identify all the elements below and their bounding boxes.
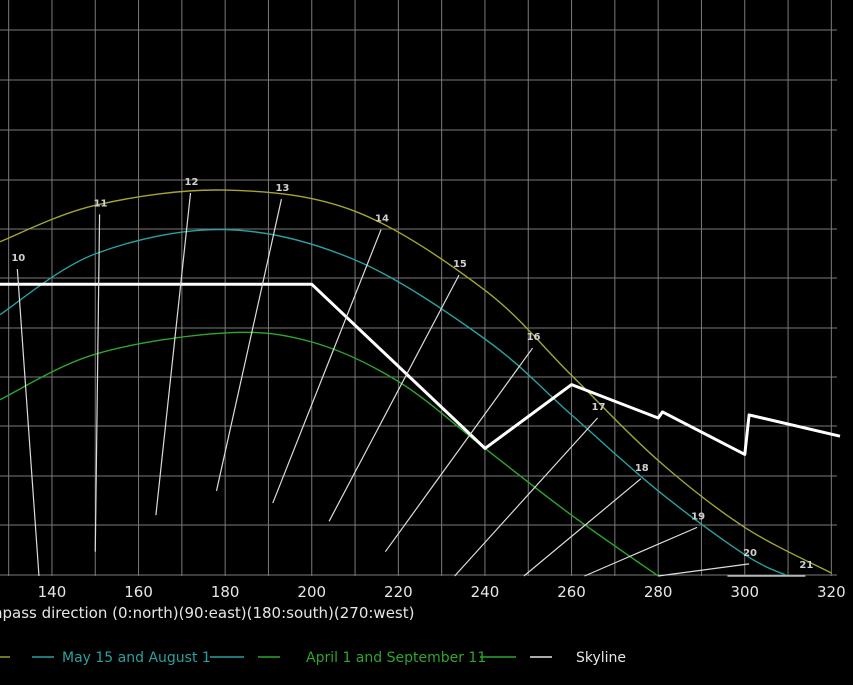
hour-line-14: [272, 229, 382, 504]
hour-label-11: 11: [94, 198, 108, 209]
hour-line-17: [454, 417, 598, 577]
series-layer: [0, 189, 841, 577]
hour-line-18: [523, 478, 642, 577]
hour-label-17: 17: [592, 402, 606, 413]
x-tick-label: 320: [817, 583, 846, 601]
hour-label-13: 13: [275, 183, 289, 194]
hour-line-15: [328, 274, 460, 522]
hour-label-21: 21: [799, 560, 813, 571]
grid: [0, 0, 837, 576]
hour-line-13: [215, 199, 283, 492]
hour-line-11: [94, 214, 101, 552]
hour-label-12: 12: [185, 177, 199, 188]
x-tick-label: 280: [644, 583, 673, 601]
x-tick-label: 180: [211, 583, 240, 601]
x-tick-label: 140: [38, 583, 67, 601]
x-tick-label: 300: [730, 583, 759, 601]
hour-label-20: 20: [743, 548, 757, 559]
x-tick-label: 160: [124, 583, 153, 601]
hour-line-19: [584, 526, 698, 577]
x-tick-label: 260: [557, 583, 586, 601]
hour-lines-layer: 10 11 12 13 14 15 16 17 18 19 20 21: [11, 177, 813, 577]
legend-label: April 1 and September 11: [306, 650, 486, 666]
x-axis: 140 160 180 200 220 240 260 280 300 320: [38, 583, 846, 601]
x-axis-title: npass direction (0:north)(90:east)(180:s…: [0, 604, 414, 622]
legend-label: Skyline: [576, 650, 626, 666]
hour-line-10: [16, 269, 40, 577]
series-line-3: [0, 282, 841, 456]
hour-label-19: 19: [691, 511, 705, 522]
hour-line-20: [658, 563, 750, 577]
x-tick-label: 220: [384, 583, 413, 601]
series-line-2: [0, 331, 659, 577]
hour-label-16: 16: [527, 332, 541, 343]
legend: May 15 and August 1 April 1 and September…: [0, 650, 626, 666]
legend-label: May 15 and August 1: [62, 650, 211, 666]
hour-label-10: 10: [11, 253, 25, 264]
series-line-0: [0, 189, 832, 574]
hour-label-15: 15: [453, 259, 467, 270]
hour-line-12: [155, 193, 192, 516]
series-line-1: [0, 228, 789, 577]
x-tick-label: 240: [471, 583, 500, 601]
hour-label-18: 18: [635, 463, 649, 474]
x-tick-label: 200: [297, 583, 326, 601]
hour-line-16: [384, 347, 534, 553]
hour-label-14: 14: [375, 214, 389, 225]
